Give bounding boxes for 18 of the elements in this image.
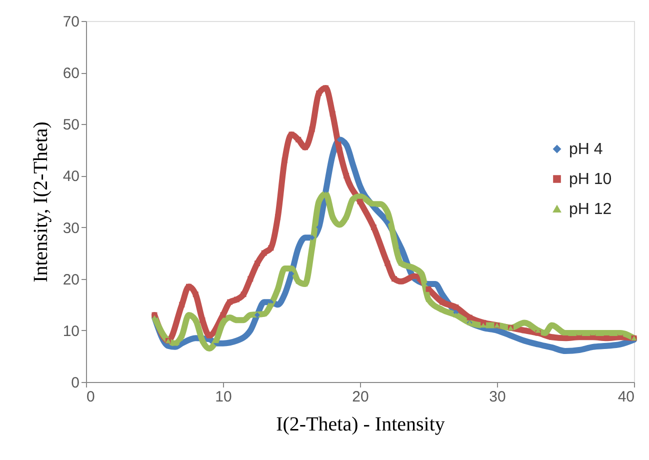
y-tick-label: 10 [62,322,80,340]
y-axis-title: Intensity, I(2-Theta) [30,122,52,282]
y-tick-label: 20 [62,271,80,288]
x-tick-label: 20 [352,388,369,406]
x-tick-label: 40 [618,388,634,406]
legend-label: pH 12 [569,201,612,218]
y-tick-label: 40 [62,168,80,186]
legend-label: pH 4 [569,141,603,158]
y-tick-label: 60 [62,65,80,82]
y-tick-label: 50 [62,116,80,134]
x-tick-label: 0 [86,388,95,406]
x-axis-title: I(2-Theta) - Intensity [276,414,445,436]
y-tick-label: 30 [62,220,80,237]
x-tick-label: 10 [215,388,232,406]
y-tick-label: 0 [71,374,80,392]
y-tick-label: 70 [62,14,80,30]
x-tick-label: 30 [489,388,506,406]
legend-label: pH 10 [569,171,612,188]
